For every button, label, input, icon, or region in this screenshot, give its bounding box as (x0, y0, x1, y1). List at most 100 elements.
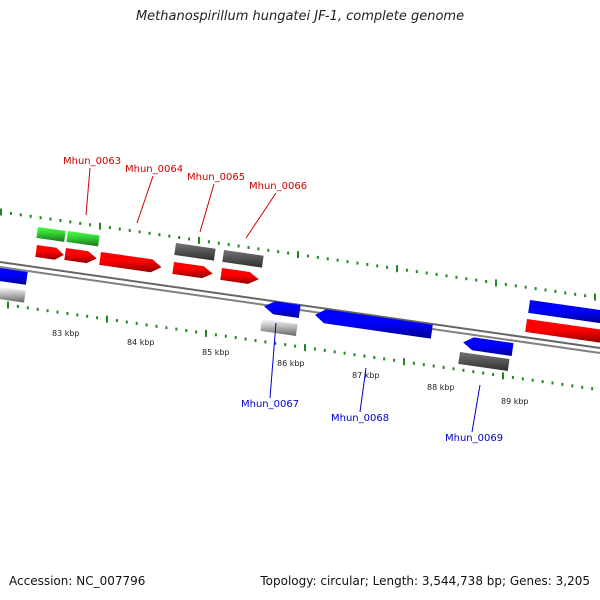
major-tick (205, 329, 207, 337)
minor-tick (79, 221, 82, 225)
kbp-tick-label: 86 kbp (277, 359, 305, 368)
minor-tick (544, 288, 547, 292)
kbp-tick-label: 89 kbp (501, 397, 529, 406)
minor-tick (135, 321, 138, 325)
minor-tick (435, 272, 438, 276)
minor-tick (462, 368, 465, 372)
minor-tick (264, 340, 267, 344)
major-tick (594, 293, 596, 301)
minor-tick (49, 217, 52, 221)
forward-gene-arrow[interactable] (99, 252, 162, 273)
major-tick (7, 301, 9, 309)
minor-tick (224, 334, 227, 338)
minor-tick (571, 384, 574, 388)
gray-feature[interactable] (458, 352, 510, 371)
minor-tick (442, 365, 445, 369)
forward-gene-arrow[interactable] (35, 245, 64, 260)
minor-tick (294, 344, 297, 348)
minor-tick (534, 287, 537, 291)
minor-tick (452, 367, 455, 371)
light-feature[interactable] (260, 319, 298, 336)
major-tick (106, 315, 108, 323)
minor-tick (511, 375, 514, 379)
label-leader-line (245, 192, 277, 239)
minor-tick (287, 251, 290, 255)
minor-tick (445, 274, 448, 278)
gray-feature[interactable] (174, 243, 216, 261)
minor-tick (175, 327, 178, 331)
forward-gene-arrow[interactable] (64, 248, 97, 264)
minor-tick (178, 236, 181, 239)
minor-tick (386, 265, 389, 269)
minor-tick (541, 380, 544, 384)
minor-tick (485, 280, 488, 283)
minor-tick (267, 248, 270, 252)
forward-gene-arrow[interactable] (525, 319, 600, 343)
minor-tick (363, 354, 366, 358)
forward-gene-label[interactable]: Mhun_0063 (63, 156, 121, 167)
forward-gene-label[interactable]: Mhun_0064 (125, 164, 183, 175)
forward-gene-label[interactable]: Mhun_0065 (187, 172, 245, 183)
cds-feature[interactable] (66, 231, 100, 247)
reverse-gene-label[interactable]: Mhun_0067 (241, 399, 299, 410)
minor-tick (46, 309, 49, 313)
minor-tick (581, 385, 584, 389)
minor-tick (514, 284, 517, 288)
minor-tick (244, 337, 247, 341)
minor-tick (257, 247, 260, 251)
forward-gene-arrow[interactable] (220, 268, 259, 284)
minor-tick (316, 255, 319, 259)
minor-tick (405, 268, 408, 272)
minor-tick (118, 227, 121, 231)
light-feature[interactable] (0, 287, 26, 303)
reverse-gene-label[interactable]: Mhun_0069 (445, 433, 503, 444)
minor-tick (217, 241, 220, 245)
genome-backbone (0, 261, 600, 354)
minor-tick (524, 285, 527, 289)
reverse-gene-label[interactable]: Mhun_0068 (331, 413, 389, 424)
reverse-gene-arrow[interactable] (463, 337, 514, 356)
minor-tick (455, 275, 458, 279)
major-tick (396, 265, 398, 273)
minor-tick (353, 353, 356, 357)
map-title: Methanospirillum hungatei JF-1, complete… (135, 9, 465, 24)
label-leader-line (269, 322, 277, 399)
forward-gene-label[interactable]: Mhun_0066 (249, 181, 307, 192)
major-tick (304, 344, 306, 352)
minor-tick (323, 348, 326, 352)
minor-tick (237, 244, 240, 248)
kbp-tick-label: 85 kbp (202, 348, 230, 357)
minor-tick (16, 304, 19, 308)
minor-tick (227, 243, 230, 247)
minor-tick (336, 258, 339, 262)
kbp-tick-label: 84 kbp (127, 338, 155, 347)
minor-tick (234, 336, 237, 340)
reverse-gene-arrow[interactable] (528, 300, 600, 324)
minor-tick (366, 263, 369, 266)
minor-tick (475, 278, 478, 282)
forward-gene-arrow[interactable] (172, 262, 213, 279)
minor-tick (554, 289, 557, 293)
minor-tick (584, 294, 587, 298)
reverse-gene-arrow[interactable] (315, 309, 433, 339)
reverse-gene-arrow[interactable] (264, 301, 301, 318)
minor-tick (39, 216, 42, 220)
minor-tick (432, 364, 435, 368)
minor-tick (26, 306, 29, 310)
major-tick (502, 372, 504, 380)
minor-tick (561, 382, 564, 386)
label-leader-line (85, 167, 91, 216)
minor-tick (36, 307, 39, 311)
minor-tick (274, 341, 277, 345)
cds-feature[interactable] (36, 227, 66, 242)
minor-tick (346, 260, 349, 264)
reverse-gene-arrow[interactable] (0, 268, 28, 285)
gray-feature[interactable] (222, 250, 264, 268)
minor-tick (564, 291, 567, 295)
minor-tick (96, 316, 99, 320)
minor-tick (108, 226, 111, 230)
forward-tick-track (0, 208, 596, 301)
minor-tick (254, 339, 257, 342)
minor-tick (356, 261, 359, 265)
genome-summary-text: Topology: circular; Length: 3,544,738 bp… (260, 574, 590, 588)
